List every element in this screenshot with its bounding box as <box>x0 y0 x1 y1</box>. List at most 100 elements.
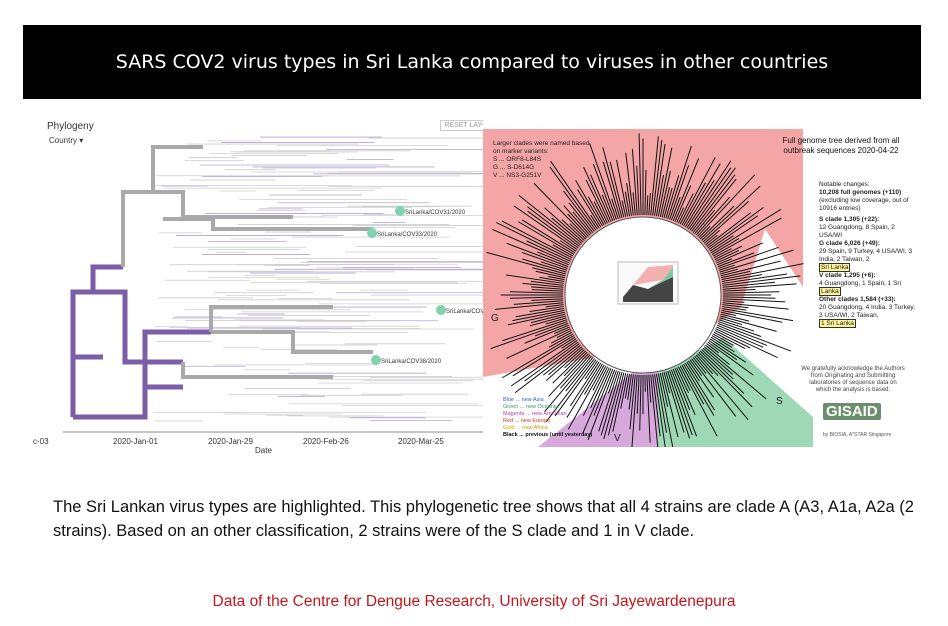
radial-branch <box>537 251 570 266</box>
radial-branch <box>718 321 762 337</box>
other-clades-count: Other clades 1,584 (+33): <box>819 296 896 303</box>
radial-branch <box>506 328 571 359</box>
radial-branch <box>490 321 568 350</box>
radial-branch <box>577 189 602 228</box>
radial-branch <box>569 223 587 240</box>
radial-branch <box>722 273 788 284</box>
radial-branch <box>587 196 605 226</box>
radial-branch <box>544 355 592 412</box>
radial-branch <box>502 335 575 379</box>
color-legend-item: Blue ... new Asia <box>503 397 544 403</box>
radial-branch <box>705 344 730 365</box>
radial-branch <box>515 307 565 318</box>
radial-branch <box>554 359 597 417</box>
radial-branch <box>646 195 649 216</box>
x-tick-label: 2020-Mar-25 <box>398 437 444 446</box>
radial-branch <box>674 368 696 416</box>
tip-label: SriLanka/COV38/2020 <box>381 359 442 365</box>
proportion-area <box>633 265 673 285</box>
radial-branch <box>694 355 749 420</box>
color-legend-item: Green ... new Oceania <box>503 404 559 410</box>
radial-branch <box>545 317 567 325</box>
radial-branch <box>512 336 576 377</box>
clade-letter-g: G <box>491 313 499 324</box>
variant-legend-intro: Larger clades were named based on marker… <box>493 140 590 155</box>
radial-branch <box>522 258 567 273</box>
radial-branch <box>721 263 804 281</box>
radial-branch <box>550 331 573 344</box>
radial-branch <box>567 213 589 237</box>
radial-branch <box>544 207 584 243</box>
clade-letter-v: V <box>614 433 621 444</box>
v-clade-detail: 4 Guangdong, 1 Spain, 1 Sri <box>819 280 902 287</box>
radial-branch <box>554 326 570 335</box>
radial-branch <box>561 338 577 349</box>
radial-branch <box>572 211 592 235</box>
notable-label: Notable changes: <box>819 181 870 188</box>
radial-branch <box>648 193 651 216</box>
radial-branch <box>628 374 634 410</box>
radial-branch <box>550 160 598 230</box>
radial-branch <box>722 304 749 309</box>
radial-branch <box>686 160 732 229</box>
radial-branch <box>712 217 782 257</box>
color-legend: Blue ... new Asia Green ... new Oceania … <box>503 397 603 439</box>
radial-branch <box>501 220 573 259</box>
gisaid-logo: GISAID <box>823 403 881 420</box>
variant-item: G ... S-D614G <box>493 164 535 171</box>
radial-branch <box>707 207 764 249</box>
radial-branch <box>535 270 565 279</box>
color-by-select[interactable]: Country ▾ <box>49 136 83 145</box>
sri-lanka-tip-marker[interactable] <box>371 355 381 365</box>
radial-branch <box>714 330 751 349</box>
phylogeny-panel: SriLanka/COV31/2020 SriLanka/COV33/2020 … <box>33 117 511 455</box>
radial-branch <box>602 147 623 218</box>
s-clade-sector <box>658 337 813 447</box>
radial-branch <box>545 347 584 382</box>
radial-branch <box>721 274 763 283</box>
radial-branch <box>688 167 732 230</box>
acknowledgement: We gratefully acknowledge the Authors fr… <box>801 366 905 393</box>
radial-branch <box>590 174 612 222</box>
logo-credit: by BIOSIA, A*STAR Singapore <box>823 432 892 438</box>
s-clade-detail: 12 Guangdong, 8 Spain, 2 USA/WI <box>819 224 895 239</box>
radial-branch <box>524 324 570 344</box>
radial-branch <box>600 371 621 436</box>
radial-branch <box>678 193 694 224</box>
radial-branch <box>527 206 580 247</box>
radial-branch <box>620 373 629 409</box>
sri-lanka-tip-marker[interactable] <box>367 228 377 238</box>
x-axis-label: Date <box>255 446 272 455</box>
sri-lanka-tip-marker[interactable] <box>436 305 446 315</box>
radial-branch <box>486 251 566 275</box>
radial-branch <box>722 302 789 310</box>
radial-branch <box>718 246 779 269</box>
radial-branch <box>716 326 764 348</box>
variant-item: S ... ORF8-L84S <box>493 156 542 163</box>
radial-branch <box>603 372 623 439</box>
radial-branch <box>590 367 610 408</box>
radial-branch <box>563 190 595 232</box>
radial-branch <box>678 366 691 391</box>
radial-branch <box>631 148 638 216</box>
radial-branch <box>592 163 616 221</box>
radial-branch <box>661 372 679 438</box>
radial-branch <box>703 230 720 244</box>
radial-branch <box>626 183 632 216</box>
radial-branch <box>492 228 570 264</box>
radial-branch <box>709 338 747 363</box>
radial-branch <box>616 159 629 217</box>
radial-branch <box>699 350 745 394</box>
sri-lanka-tip-marker[interactable] <box>395 206 405 216</box>
radial-branch <box>548 353 589 397</box>
radial-branch <box>689 167 736 231</box>
radial-branch <box>684 362 715 411</box>
radial-branch <box>720 313 750 322</box>
radial-branch <box>654 143 666 216</box>
radial-branch <box>509 296 564 299</box>
radial-branch <box>676 207 685 223</box>
radial-branch <box>714 245 743 260</box>
radial-branch <box>514 343 580 394</box>
radial-branch <box>530 280 564 286</box>
radial-branch <box>564 349 585 369</box>
